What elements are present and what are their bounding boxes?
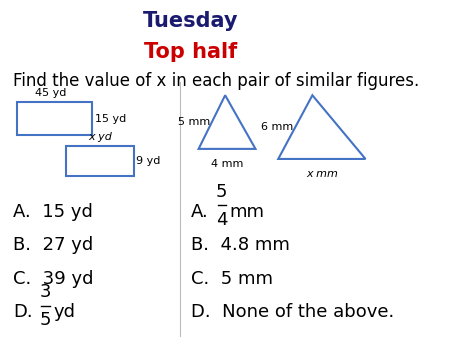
Text: 5: 5 [216,183,228,201]
Text: D.: D. [13,303,32,321]
Text: B.  4.8 mm: B. 4.8 mm [191,236,290,254]
Text: 45 yd: 45 yd [35,88,67,98]
Text: C.  39 yd: C. 39 yd [13,270,93,288]
Text: mm: mm [230,202,265,220]
Text: Top half: Top half [144,42,238,62]
Text: A.: A. [191,202,209,220]
Text: 15 yd: 15 yd [94,114,126,124]
Text: 5 mm: 5 mm [178,117,210,127]
Text: Find the value of x in each pair of similar figures.: Find the value of x in each pair of simi… [13,72,419,90]
Text: Tuesday: Tuesday [143,11,239,31]
Text: C.  5 mm: C. 5 mm [191,270,273,288]
Bar [17,102,92,136]
Text: B.  27 yd: B. 27 yd [13,236,93,254]
Text: yd: yd [54,303,75,321]
Bar [66,146,134,176]
Text: x yd: x yd [88,131,112,142]
Text: 9 yd: 9 yd [136,155,161,166]
Text: A.  15 yd: A. 15 yd [13,202,93,220]
Text: 4 mm: 4 mm [211,159,243,169]
Text: 5: 5 [40,312,51,330]
Text: 4: 4 [216,211,228,229]
Text: x mm: x mm [306,169,338,179]
Text: 3: 3 [40,283,51,301]
Text: D.  None of the above.: D. None of the above. [191,303,394,321]
Text: 6 mm: 6 mm [261,122,293,132]
